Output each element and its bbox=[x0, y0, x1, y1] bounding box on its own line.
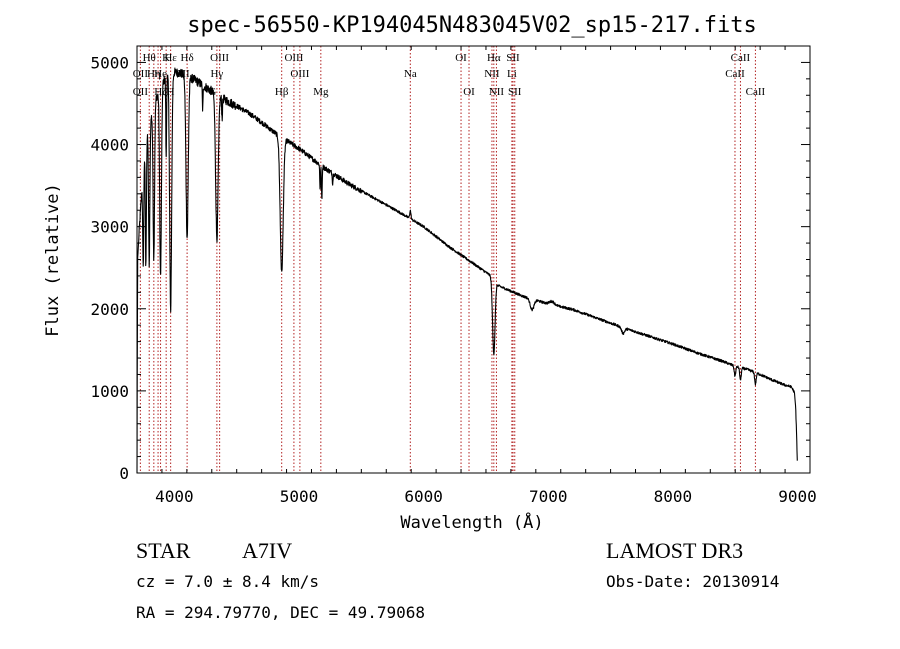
y-tick-label: 1000 bbox=[90, 382, 129, 401]
object-subclass: A7IV bbox=[242, 538, 293, 563]
x-tick-label: 7000 bbox=[529, 487, 568, 506]
chart-title: spec-56550-KP194045N483045V02_sp15-217.f… bbox=[187, 13, 757, 38]
x-tick-label: 5000 bbox=[280, 487, 319, 506]
spectrum-line bbox=[136, 67, 798, 474]
y-tick-label: 0 bbox=[119, 464, 129, 483]
line-marker-label: OIII bbox=[290, 68, 309, 80]
line-marker-label: Hγ bbox=[210, 68, 223, 80]
line-marker-label: SII bbox=[506, 52, 520, 64]
line-marker-label: Li bbox=[507, 68, 517, 80]
y-tick-label: 3000 bbox=[90, 218, 129, 237]
x-tick-label: 8000 bbox=[654, 487, 693, 506]
line-marker-label: SII bbox=[508, 86, 522, 98]
line-marker-label: Hη bbox=[147, 68, 161, 80]
object-class: STAR bbox=[136, 538, 191, 563]
line-marker-label: H bbox=[167, 86, 175, 98]
line-marker-label: NII bbox=[484, 68, 500, 80]
spectrum-series bbox=[136, 67, 798, 474]
line-marker-label: Hθ bbox=[143, 52, 156, 64]
observation-date: Obs-Date: 20130914 bbox=[606, 572, 780, 591]
line-marker-label: OIII bbox=[284, 52, 303, 64]
line-marker-label: Hβ bbox=[275, 86, 289, 98]
x-tick-label: 6000 bbox=[404, 487, 443, 506]
x-tick-label: 4000 bbox=[155, 487, 194, 506]
y-tick-label: 2000 bbox=[90, 300, 129, 319]
plot-frame bbox=[136, 45, 811, 474]
line-marker-label: CaII bbox=[746, 86, 766, 98]
y-axis-label: Flux (relative) bbox=[43, 183, 63, 337]
line-marker-label: Hε bbox=[164, 52, 177, 64]
line-marker-label: OIII bbox=[210, 52, 229, 64]
line-marker-label: CaII bbox=[731, 52, 751, 64]
line-marker-label: Mg bbox=[313, 86, 329, 98]
redshift-text: cz = 7.0 ± 8.4 km/s bbox=[136, 572, 320, 591]
coordinates-text: RA = 294.79770, DEC = 49.79068 bbox=[136, 603, 425, 622]
line-marker-label: Hδ bbox=[181, 52, 194, 64]
survey-name: LAMOST DR3 bbox=[606, 538, 744, 563]
line-markers: Hδ OIIIHγHβOIIIOIIIMgNaOIOIHαNIINIISIILiS… bbox=[133, 46, 766, 473]
x-tick-label: 9000 bbox=[778, 487, 817, 506]
line-marker-label: OII bbox=[133, 86, 149, 98]
y-tick-label: 4000 bbox=[90, 136, 129, 155]
line-marker-label: Na bbox=[404, 68, 417, 80]
line-marker-label: NII bbox=[489, 86, 505, 98]
line-marker-label: OI bbox=[463, 86, 475, 98]
y-tick-label: 5000 bbox=[90, 53, 129, 72]
x-axis-label: Wavelength (Å) bbox=[400, 511, 543, 533]
line-marker-label: Hα bbox=[487, 52, 501, 64]
x-axis-ticks: 4000 5000 6000 7000 8000 9000 bbox=[136, 46, 817, 506]
line-marker-label: K bbox=[162, 52, 170, 64]
y-axis-ticks: 0 1000 2000 3000 4000 5000 bbox=[90, 45, 810, 483]
line-marker-label: OI bbox=[455, 52, 467, 64]
line-marker-label: CaII bbox=[725, 68, 745, 80]
